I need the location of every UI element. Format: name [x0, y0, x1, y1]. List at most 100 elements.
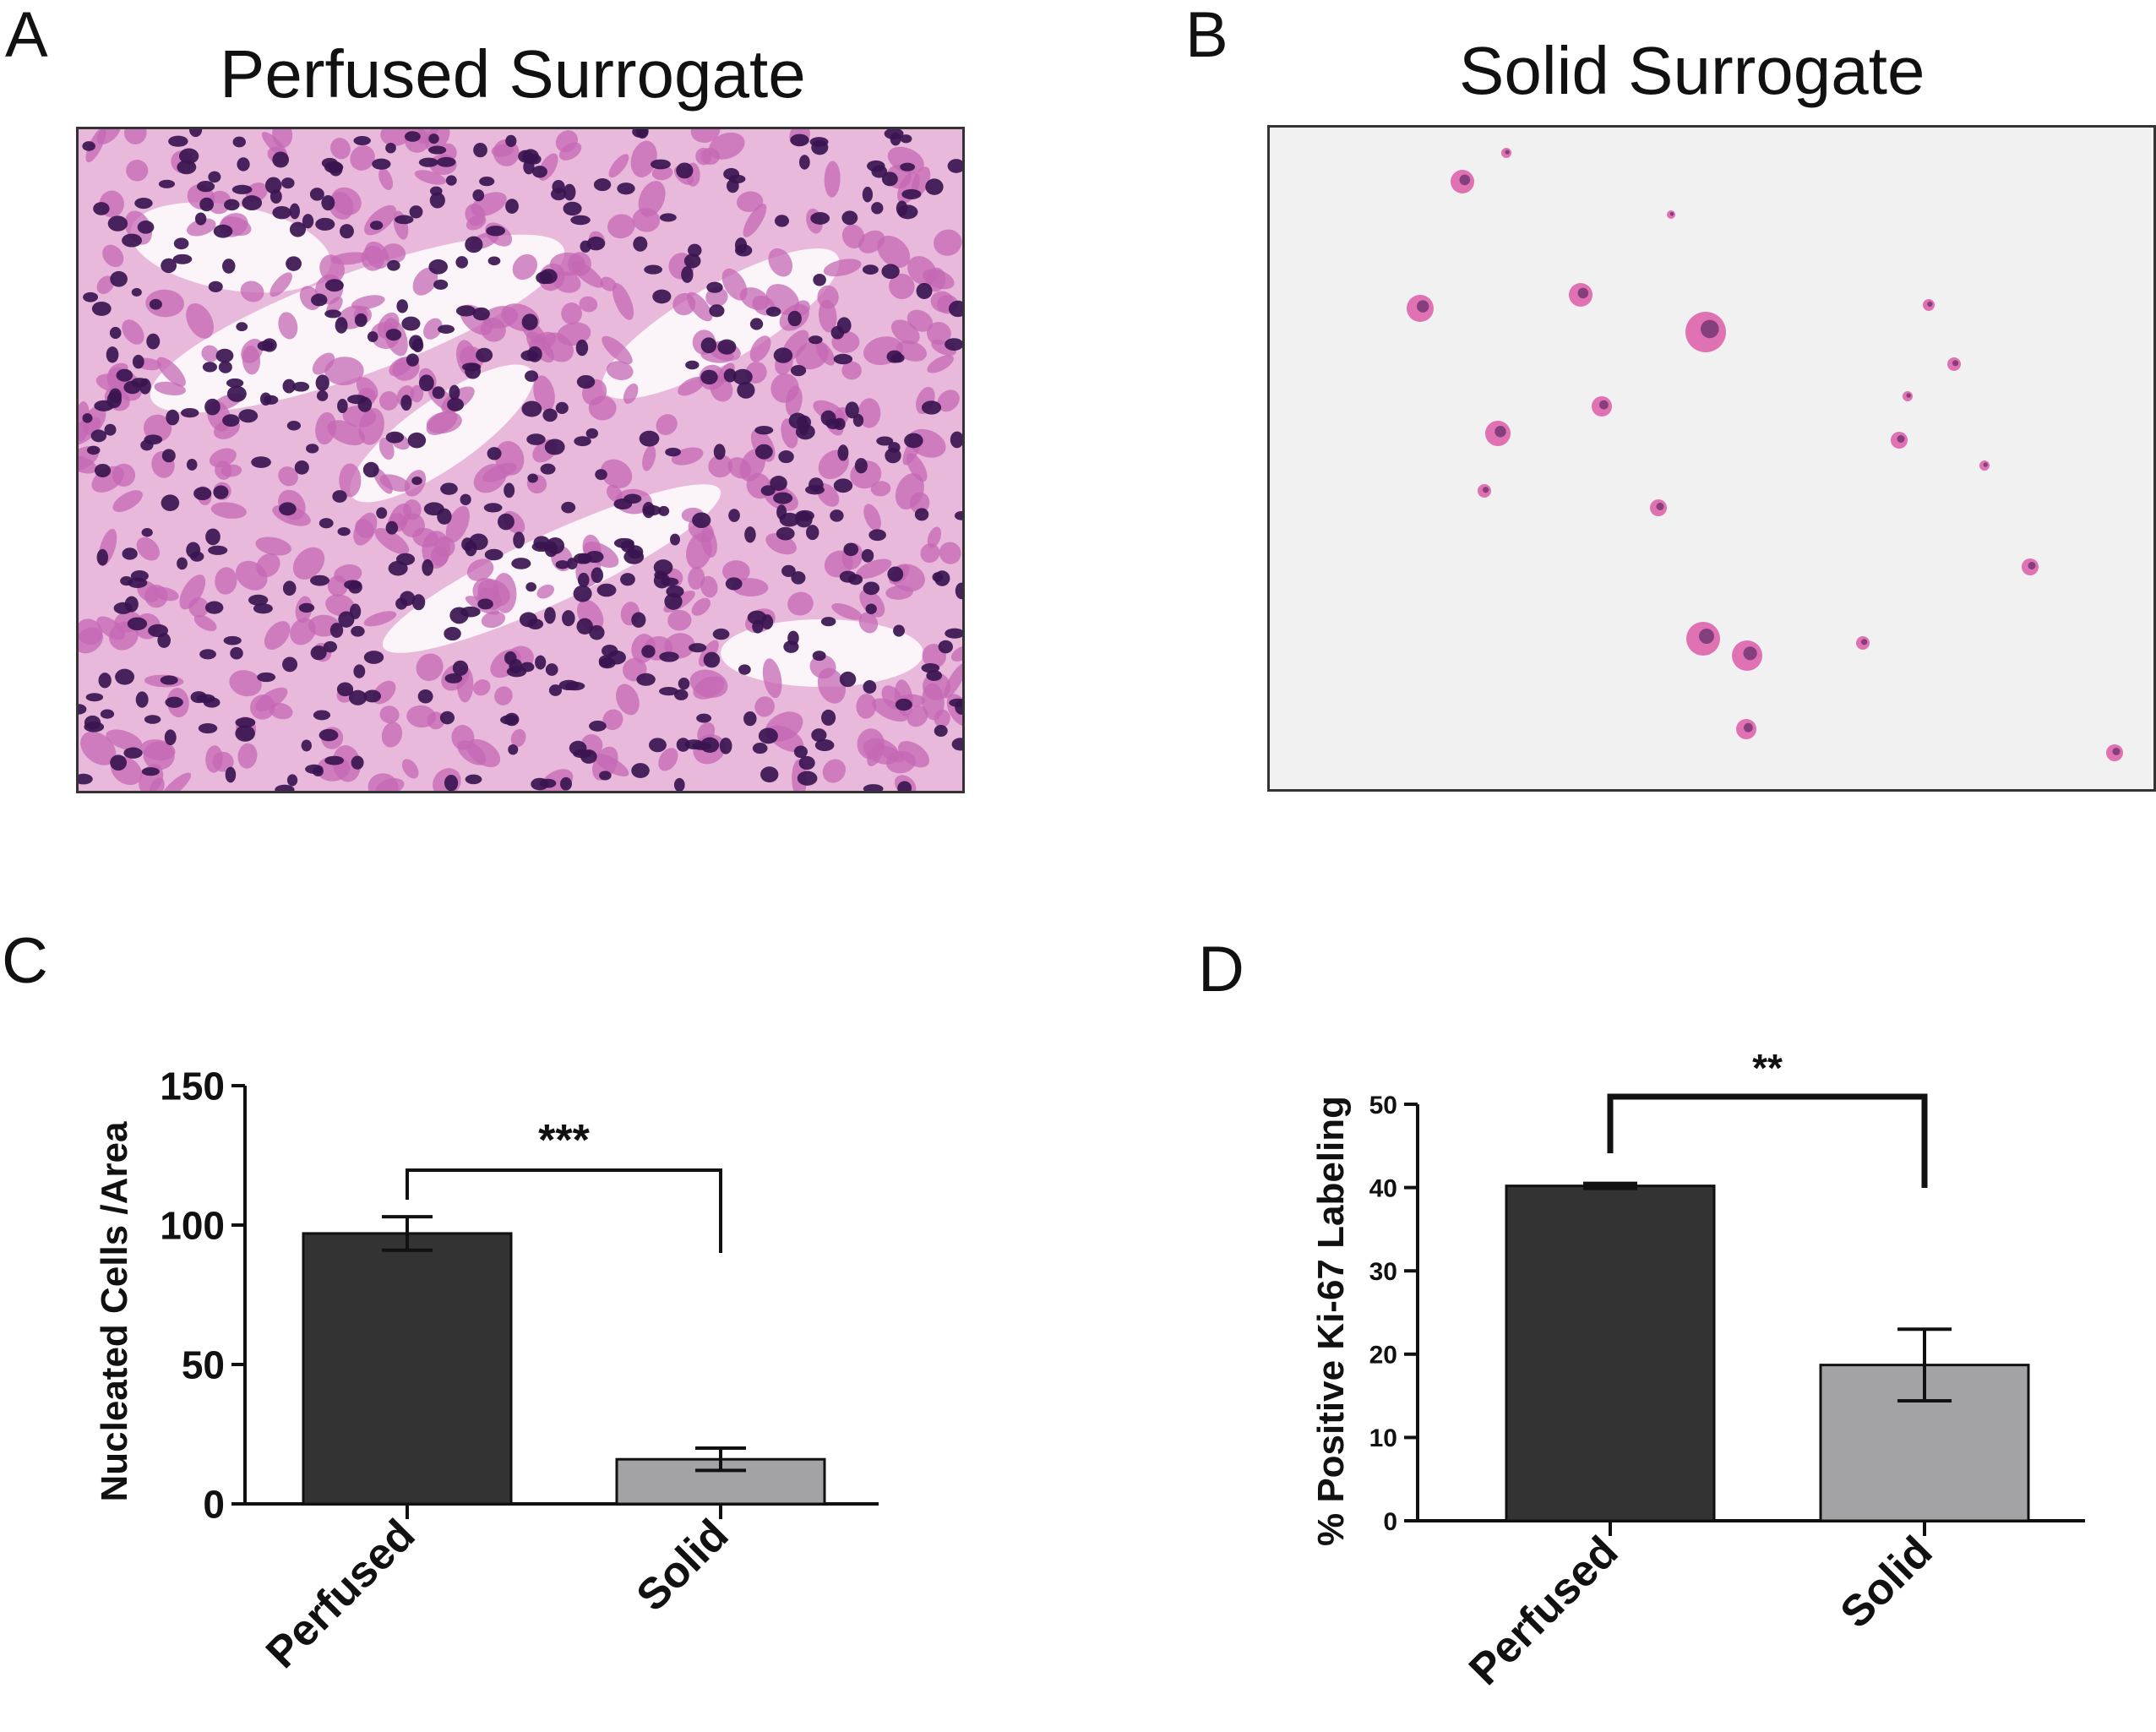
nucleus	[437, 508, 452, 525]
nucleus	[504, 482, 515, 498]
nucleus	[921, 663, 940, 673]
nucleus	[573, 749, 592, 759]
nucleus	[955, 700, 962, 715]
nucleus	[400, 395, 412, 411]
cytoplasm	[555, 130, 578, 153]
cytoplasm	[379, 391, 399, 411]
cytoplasm	[658, 748, 678, 771]
cytoplasm	[264, 621, 291, 651]
nucleus	[706, 281, 723, 293]
nucleus	[703, 651, 721, 668]
nucleus	[279, 502, 297, 516]
cytoplasm	[600, 276, 617, 291]
nucleus	[230, 646, 243, 660]
nucleus	[887, 566, 904, 582]
nucleus	[318, 728, 339, 742]
nucleus	[593, 178, 612, 192]
nucleus	[275, 784, 295, 791]
nucleus	[272, 205, 291, 220]
nucleus	[186, 542, 201, 558]
nucleus	[900, 134, 912, 144]
cytoplasm	[494, 686, 513, 705]
nucleus	[79, 704, 87, 715]
nucleus	[376, 507, 388, 519]
cytoplasm	[79, 618, 103, 645]
nucleus	[131, 378, 148, 388]
nucleus	[385, 520, 399, 535]
nucleus	[337, 398, 348, 414]
nucleus	[498, 513, 514, 531]
nucleus	[862, 264, 879, 275]
nucleus	[781, 564, 796, 577]
nucleus	[719, 737, 732, 754]
cytoplasm	[602, 335, 633, 365]
nucleus	[85, 693, 104, 702]
nucleus	[395, 215, 414, 225]
nucleus	[351, 625, 365, 637]
nucleus	[406, 353, 419, 367]
perfused-surrogate-micrograph	[76, 127, 965, 793]
nucleus	[791, 571, 806, 585]
nucleus	[418, 374, 434, 392]
nucleus	[94, 400, 114, 411]
nucleus	[235, 717, 256, 728]
nucleus	[302, 214, 314, 229]
nucleus	[385, 329, 402, 341]
nucleus	[531, 542, 552, 553]
nucleus	[484, 548, 504, 561]
cytoplasm	[414, 170, 446, 185]
nucleus	[843, 542, 859, 557]
nucleus	[82, 141, 95, 151]
nucleus	[881, 172, 898, 187]
nucleus	[437, 156, 456, 167]
nucleus	[428, 145, 447, 155]
nucleus	[204, 398, 220, 416]
y-tick-label: 50	[182, 1343, 225, 1387]
nucleus	[428, 259, 449, 275]
cytoplasm	[256, 553, 280, 578]
panel-letter-a: A	[5, 0, 48, 71]
nucleus	[131, 287, 142, 297]
nucleus	[193, 487, 212, 501]
nucleus	[563, 201, 582, 216]
nucleus	[852, 414, 864, 428]
nucleus	[754, 426, 774, 435]
cytoplasm	[493, 573, 517, 613]
nucleus	[385, 431, 405, 444]
nucleus	[134, 197, 153, 210]
nucleus	[787, 310, 802, 327]
cytoplasm	[406, 705, 437, 728]
nucleus	[137, 221, 155, 234]
nucleus	[811, 139, 829, 155]
cytoplasm	[96, 129, 121, 144]
sparse-cell-nucleus	[1744, 722, 1753, 733]
cytoplasm	[561, 302, 582, 324]
nucleus	[487, 447, 502, 460]
cytoplasm	[593, 753, 629, 776]
nucleus	[84, 715, 101, 730]
cytoplasm	[368, 773, 399, 791]
cytoplasm	[906, 309, 934, 332]
nucleus	[417, 689, 433, 704]
y-axis-label: Nucleated Cells /Area	[94, 1121, 135, 1501]
nucleus	[527, 473, 538, 483]
y-tick-label: 10	[1369, 1424, 1397, 1452]
nucleus	[465, 774, 482, 785]
cytoplasm	[510, 728, 526, 748]
cytoplasm	[473, 463, 507, 493]
cytoplasm	[754, 696, 775, 717]
nucleus	[124, 596, 139, 613]
cytoplasm	[445, 505, 470, 543]
nucleus	[861, 548, 874, 563]
nucleus	[743, 711, 757, 727]
nucleus	[315, 217, 335, 231]
nucleus	[669, 533, 680, 546]
nucleus	[863, 680, 877, 694]
x-tick-label-perfused: Perfused	[1460, 1527, 1627, 1694]
cytoplasm	[817, 285, 839, 309]
nucleus	[115, 668, 135, 685]
cytoplasm	[126, 160, 149, 182]
cytoplasm	[824, 161, 841, 198]
nucleus	[321, 195, 335, 211]
nucleus	[752, 743, 768, 754]
